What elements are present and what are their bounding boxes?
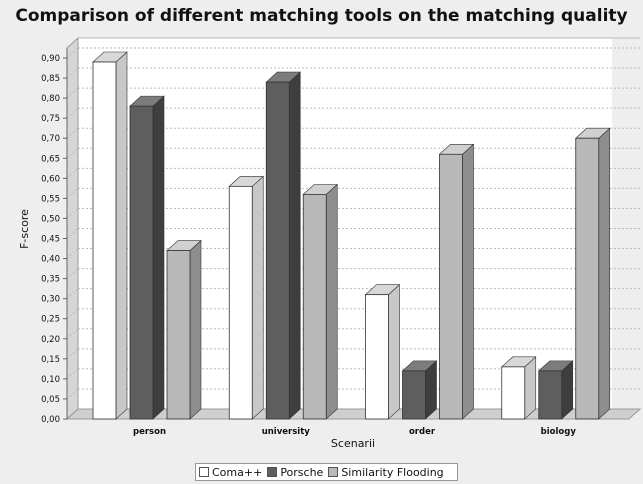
y-tick-label: 0,55 bbox=[41, 194, 60, 204]
grid-line-diagonal bbox=[66, 188, 79, 199]
grid-line-diagonal bbox=[66, 127, 79, 139]
bar bbox=[166, 250, 191, 420]
grid-line-diagonal bbox=[66, 268, 79, 279]
grid-line-diagonal bbox=[66, 147, 79, 159]
y-tick-label: 0,05 bbox=[41, 395, 60, 405]
legend-swatch bbox=[199, 467, 209, 477]
grid-line-diagonal bbox=[66, 87, 79, 99]
bar-side bbox=[189, 239, 202, 420]
bar bbox=[129, 105, 154, 420]
grid-line-diagonal bbox=[66, 248, 79, 259]
x-tick-label: order bbox=[409, 427, 436, 437]
grid-line-diagonal bbox=[66, 288, 79, 300]
y-tick-label: 0,85 bbox=[41, 74, 60, 84]
bar bbox=[538, 370, 563, 420]
legend: Coma++ Porsche Similarity Flooding bbox=[195, 463, 458, 481]
y-tick-label: 0,50 bbox=[41, 214, 60, 224]
grid-line-diagonal bbox=[66, 328, 79, 340]
grid-line-diagonal bbox=[66, 67, 79, 79]
bar-side bbox=[152, 95, 165, 420]
legend-label: Coma++ bbox=[212, 465, 263, 479]
grid-line-diagonal bbox=[66, 308, 79, 320]
grid-line-diagonal bbox=[66, 348, 79, 360]
y-tick-label: 0,10 bbox=[41, 375, 60, 385]
legend-label: Porsche bbox=[280, 465, 324, 479]
left-wall bbox=[66, 36, 79, 421]
y-tick-label: 0,80 bbox=[41, 94, 60, 104]
bar bbox=[501, 366, 526, 420]
bar bbox=[439, 153, 463, 420]
grid-line-diagonal bbox=[66, 228, 79, 239]
bar bbox=[265, 81, 290, 420]
y-tick-label: 0,90 bbox=[41, 54, 60, 64]
bar-side bbox=[325, 183, 338, 420]
grid-line-diagonal bbox=[66, 47, 79, 59]
legend-swatch bbox=[267, 467, 278, 477]
bar-side bbox=[524, 356, 537, 420]
x-axis-label: Scenarii bbox=[331, 437, 375, 450]
bar-side bbox=[251, 175, 264, 420]
bar-side bbox=[388, 283, 400, 420]
grid-line-diagonal bbox=[66, 368, 79, 380]
y-tick-label: 0,25 bbox=[41, 315, 60, 325]
grid-line-diagonal bbox=[66, 388, 79, 400]
x-tick-label: university bbox=[262, 427, 311, 437]
bar-side bbox=[462, 143, 474, 420]
y-axis-ticks: 0,00 0,05 0,10 0,15 0,20 0,25 0,30 0,35 0,40 0,45… bbox=[41, 48, 68, 425]
y-tick-label: 0,75 bbox=[41, 114, 60, 124]
bar bbox=[228, 185, 253, 420]
y-tick-label: 0,15 bbox=[41, 355, 60, 365]
y-tick-label: 0,65 bbox=[41, 154, 60, 164]
y-tick-label: 0,40 bbox=[41, 255, 60, 265]
bars bbox=[92, 51, 611, 420]
y-tick-label: 0,20 bbox=[41, 335, 60, 345]
bar bbox=[402, 370, 426, 420]
y-tick-label: 0,60 bbox=[41, 174, 60, 184]
y-tick-label: 0,00 bbox=[41, 415, 60, 425]
y-tick-label: 0,45 bbox=[41, 235, 60, 245]
chart-title: Comparison of different matching tools o… bbox=[15, 6, 628, 26]
legend-label: Similarity Flooding bbox=[341, 465, 444, 479]
x-tick-label: biology bbox=[541, 427, 577, 437]
grid-line-diagonal bbox=[66, 107, 79, 119]
bar bbox=[92, 61, 117, 420]
grid-line-diagonal bbox=[66, 208, 79, 219]
legend-item: Similarity Flooding bbox=[328, 465, 444, 479]
y-tick-label: 0,30 bbox=[41, 295, 60, 305]
bar-side bbox=[115, 51, 128, 420]
y-axis-label: F-score bbox=[18, 209, 31, 249]
bar bbox=[302, 193, 327, 420]
x-tick-label: person bbox=[133, 427, 166, 437]
x-axis-ticks: person university order biology bbox=[133, 427, 576, 437]
legend-swatch bbox=[328, 467, 339, 477]
bar-side bbox=[288, 71, 301, 420]
bar bbox=[575, 137, 600, 420]
bar bbox=[365, 294, 389, 420]
bar-side bbox=[598, 127, 611, 420]
legend-item: Porsche bbox=[267, 466, 323, 479]
grid-line-diagonal bbox=[66, 167, 79, 179]
y-tick-label: 0,70 bbox=[41, 134, 60, 144]
legend-item: Coma++ bbox=[199, 466, 262, 479]
y-tick-label: 0,35 bbox=[41, 275, 60, 285]
